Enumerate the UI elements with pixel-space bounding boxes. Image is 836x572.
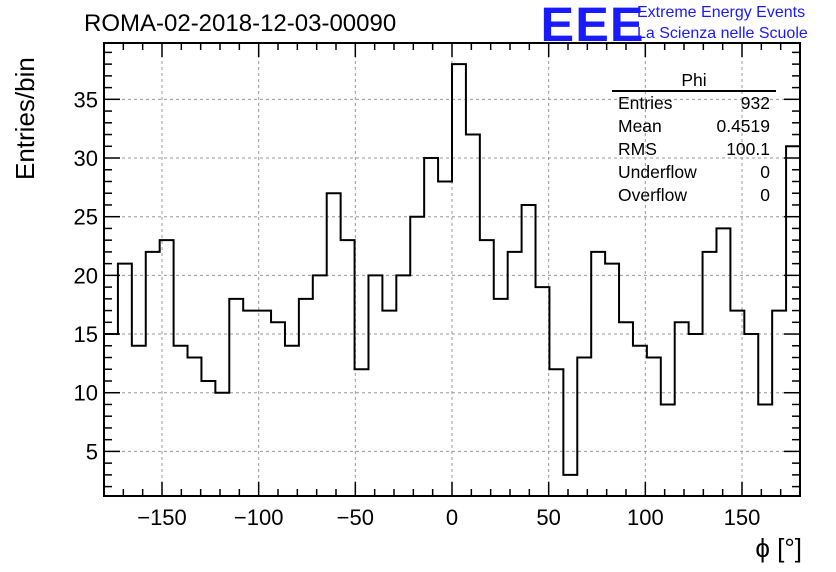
histogram-bin [466, 135, 480, 496]
y-tick-label: 5 [86, 439, 98, 464]
eee-logo: EEE [540, 0, 645, 52]
histogram-bin [215, 393, 229, 496]
histogram-bin [647, 358, 661, 496]
histogram-bin [201, 381, 215, 496]
histogram-bin [257, 311, 271, 496]
histogram-bin [577, 358, 591, 496]
stats-value: 0 [760, 185, 770, 205]
histogram-bin [355, 369, 369, 496]
histogram-bin [160, 240, 174, 496]
histogram-bin [410, 217, 424, 496]
histogram-bin [536, 287, 550, 496]
stats-box-title: Phi [612, 70, 776, 92]
histogram-bin [661, 404, 675, 496]
histogram-bin [424, 158, 438, 496]
x-axis-label: ϕ [°] [755, 533, 802, 563]
histogram-bin [174, 346, 188, 496]
stats-row-overflow: Overflow 0 [612, 184, 776, 207]
histogram-bin [313, 275, 327, 496]
histogram-line [104, 63, 800, 476]
y-tick-label: 10 [74, 381, 98, 406]
histogram-bin [188, 358, 202, 496]
histogram-bin [271, 322, 285, 496]
x-tick-label: 50 [536, 505, 560, 530]
histogram-bin [591, 252, 605, 496]
logo-subtitle-line1: Extreme Energy Events [637, 4, 806, 21]
histogram-bin [522, 205, 536, 496]
stats-row-entries: Entries 932 [612, 92, 776, 115]
x-tick-label: 0 [446, 505, 458, 530]
logo-subtitle-line2: La Scienza nelle Scuole [637, 25, 808, 42]
stats-row-rms: RMS 100.1 [612, 138, 776, 161]
histogram-bin [703, 252, 717, 496]
histogram-bin [605, 264, 619, 496]
y-axis-label: Entries/bin [10, 57, 40, 180]
histogram-bin [758, 404, 772, 496]
stats-row-mean: Mean 0.4519 [612, 115, 776, 138]
y-tick-label: 30 [74, 146, 98, 171]
y-tick-label: 25 [74, 205, 98, 230]
stats-row-underflow: Underflow 0 [612, 161, 776, 184]
histogram-bin [480, 240, 494, 496]
histogram-bin [494, 299, 508, 496]
stats-box: Phi Entries 932 Mean 0.4519 RMS 100.1 Un… [612, 70, 776, 207]
histogram-bin [452, 64, 466, 496]
histogram-bin [689, 334, 703, 496]
stats-label: RMS [618, 139, 657, 159]
y-tick-label: 35 [74, 87, 98, 112]
histogram-bin [229, 299, 243, 496]
histogram-bin [327, 193, 341, 496]
histogram-bin [118, 264, 132, 496]
histogram-bin [382, 311, 396, 496]
chart-title: ROMA-02-2018-12-03-00090 [84, 10, 397, 37]
stats-label: Entries [618, 93, 673, 113]
histogram-bin [633, 346, 647, 496]
y-tick-label: 20 [74, 263, 98, 288]
y-tick-label: 15 [74, 322, 98, 347]
histogram-bin [146, 252, 160, 496]
histogram-bin [132, 346, 146, 496]
histogram-bin [549, 369, 563, 496]
histogram-bin [508, 252, 522, 496]
histogram-bin [675, 322, 689, 496]
x-tick-label: −150 [137, 505, 187, 530]
histogram-bin [368, 275, 382, 496]
histogram-bin [786, 146, 800, 496]
histogram-bin [438, 181, 452, 496]
x-tick-label: −100 [234, 505, 284, 530]
x-tick-label: −50 [337, 505, 374, 530]
stats-value: 100.1 [726, 139, 770, 159]
histogram-bin [341, 240, 355, 496]
stats-label: Mean [618, 116, 662, 136]
histogram-bin [772, 311, 786, 496]
histogram-bin [299, 299, 313, 496]
histogram-bin [563, 475, 577, 496]
histogram-bin [104, 334, 118, 496]
x-tick-label: 150 [724, 505, 761, 530]
stats-label: Underflow [618, 162, 697, 182]
histogram-bin [243, 311, 257, 496]
histogram-bin [716, 228, 730, 496]
stats-value: 0 [760, 162, 770, 182]
histogram-bin [396, 275, 410, 496]
histogram-bin [744, 334, 758, 496]
histogram-bin [285, 346, 299, 496]
stats-value: 0.4519 [716, 116, 770, 136]
histogram-bin [730, 311, 744, 496]
stats-label: Overflow [618, 185, 688, 205]
x-tick-label: 100 [627, 505, 664, 530]
histogram-bin [619, 322, 633, 496]
stats-value: 932 [740, 93, 770, 113]
